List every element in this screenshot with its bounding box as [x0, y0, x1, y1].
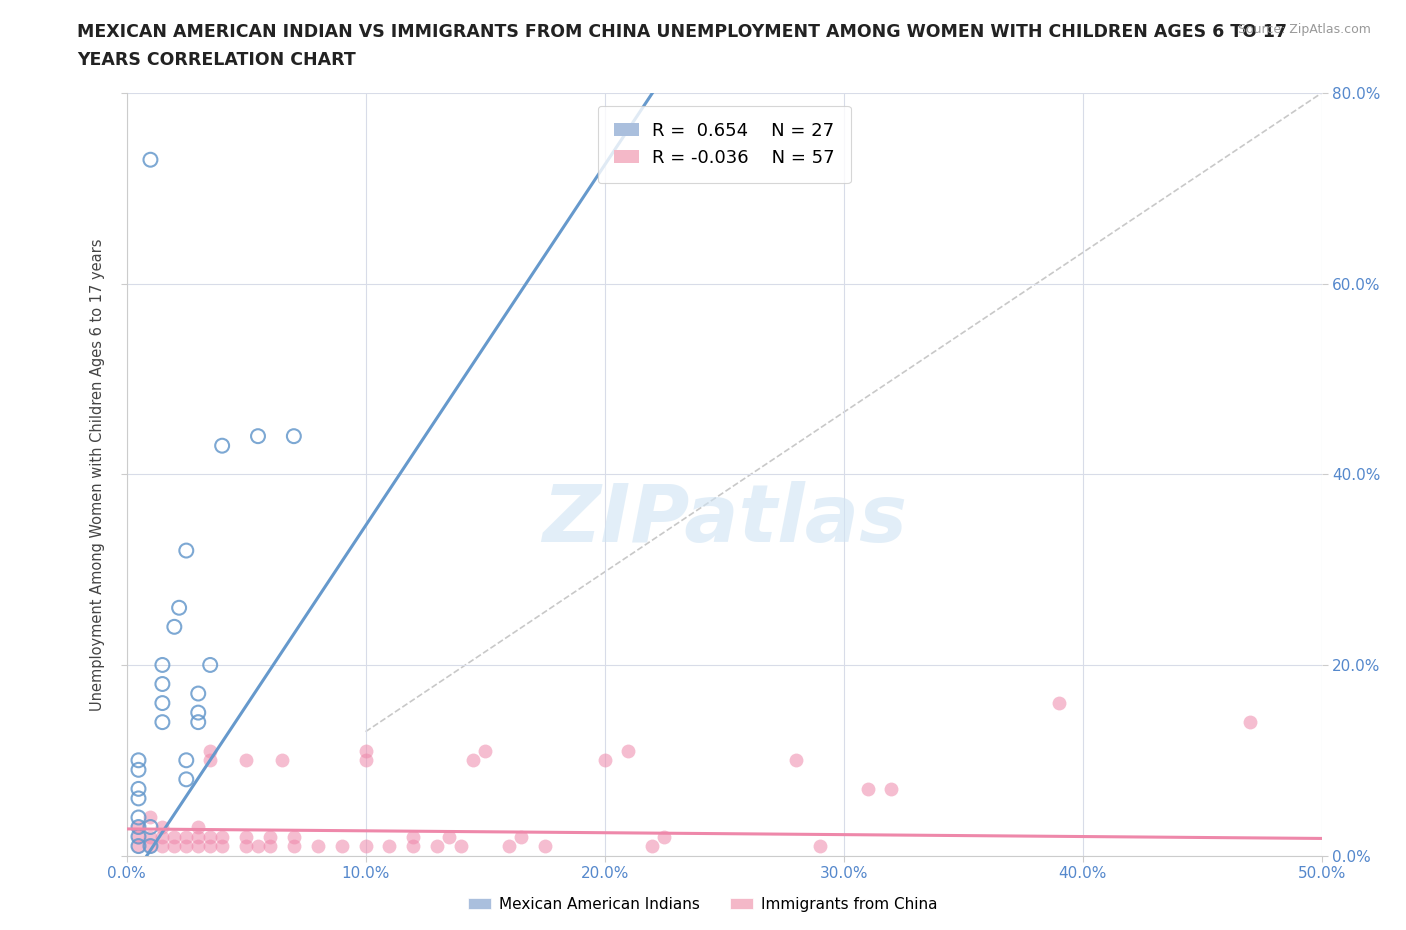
- Point: [593, 753, 616, 768]
- Point: [498, 839, 520, 854]
- Point: [439, 830, 461, 844]
- Point: [856, 781, 879, 796]
- Point: [235, 753, 257, 768]
- Legend: Mexican American Indians, Immigrants from China: Mexican American Indians, Immigrants fro…: [463, 891, 943, 918]
- Point: [426, 839, 449, 854]
- Text: YEARS CORRELATION CHART: YEARS CORRELATION CHART: [77, 51, 356, 69]
- Point: [617, 743, 640, 758]
- Point: [139, 819, 162, 834]
- Point: [450, 839, 472, 854]
- Point: [127, 781, 149, 796]
- Point: [330, 839, 353, 854]
- Point: [259, 830, 281, 844]
- Point: [163, 619, 186, 634]
- Point: [150, 830, 174, 844]
- Point: [174, 753, 197, 768]
- Point: [150, 839, 174, 854]
- Point: [461, 753, 484, 768]
- Point: [235, 839, 257, 854]
- Point: [200, 658, 222, 672]
- Point: [127, 790, 149, 805]
- Point: [474, 743, 496, 758]
- Text: ZIPatlas: ZIPatlas: [541, 481, 907, 559]
- Point: [247, 429, 270, 444]
- Point: [1239, 714, 1261, 729]
- Point: [187, 714, 209, 729]
- Point: [211, 839, 233, 854]
- Point: [139, 839, 162, 854]
- Point: [150, 677, 174, 692]
- Point: [127, 819, 149, 834]
- Y-axis label: Unemployment Among Women with Children Ages 6 to 17 years: Unemployment Among Women with Children A…: [90, 238, 105, 711]
- Point: [354, 753, 377, 768]
- Point: [200, 830, 222, 844]
- Point: [283, 429, 305, 444]
- Point: [127, 753, 149, 768]
- Point: [378, 839, 401, 854]
- Point: [174, 830, 197, 844]
- Point: [187, 819, 209, 834]
- Point: [127, 830, 149, 844]
- Point: [270, 753, 294, 768]
- Point: [174, 543, 197, 558]
- Point: [150, 714, 174, 729]
- Point: [150, 658, 174, 672]
- Point: [163, 839, 186, 854]
- Point: [174, 772, 197, 787]
- Point: [127, 839, 149, 854]
- Point: [139, 810, 162, 825]
- Point: [127, 819, 149, 834]
- Point: [880, 781, 903, 796]
- Point: [139, 839, 162, 854]
- Point: [200, 743, 222, 758]
- Point: [127, 763, 149, 777]
- Point: [235, 830, 257, 844]
- Point: [187, 686, 209, 701]
- Point: [150, 696, 174, 711]
- Point: [533, 839, 555, 854]
- Point: [163, 830, 186, 844]
- Text: Source: ZipAtlas.com: Source: ZipAtlas.com: [1237, 23, 1371, 36]
- Point: [259, 839, 281, 854]
- Point: [200, 839, 222, 854]
- Text: MEXICAN AMERICAN INDIAN VS IMMIGRANTS FROM CHINA UNEMPLOYMENT AMONG WOMEN WITH C: MEXICAN AMERICAN INDIAN VS IMMIGRANTS FR…: [77, 23, 1288, 41]
- Legend: R =  0.654    N = 27, R = -0.036    N = 57: R = 0.654 N = 27, R = -0.036 N = 57: [598, 106, 851, 183]
- Point: [785, 753, 807, 768]
- Point: [150, 819, 174, 834]
- Point: [402, 830, 425, 844]
- Point: [354, 839, 377, 854]
- Point: [127, 810, 149, 825]
- Point: [354, 743, 377, 758]
- Point: [139, 153, 162, 167]
- Point: [283, 839, 305, 854]
- Point: [167, 601, 190, 616]
- Point: [211, 438, 233, 453]
- Point: [509, 830, 531, 844]
- Point: [139, 830, 162, 844]
- Point: [211, 830, 233, 844]
- Point: [127, 830, 149, 844]
- Point: [402, 839, 425, 854]
- Point: [808, 839, 831, 854]
- Point: [187, 830, 209, 844]
- Point: [283, 830, 305, 844]
- Point: [641, 839, 664, 854]
- Point: [200, 753, 222, 768]
- Point: [1047, 696, 1070, 711]
- Point: [174, 839, 197, 854]
- Point: [652, 830, 675, 844]
- Point: [127, 839, 149, 854]
- Point: [247, 839, 270, 854]
- Point: [187, 705, 209, 720]
- Point: [187, 839, 209, 854]
- Point: [307, 839, 329, 854]
